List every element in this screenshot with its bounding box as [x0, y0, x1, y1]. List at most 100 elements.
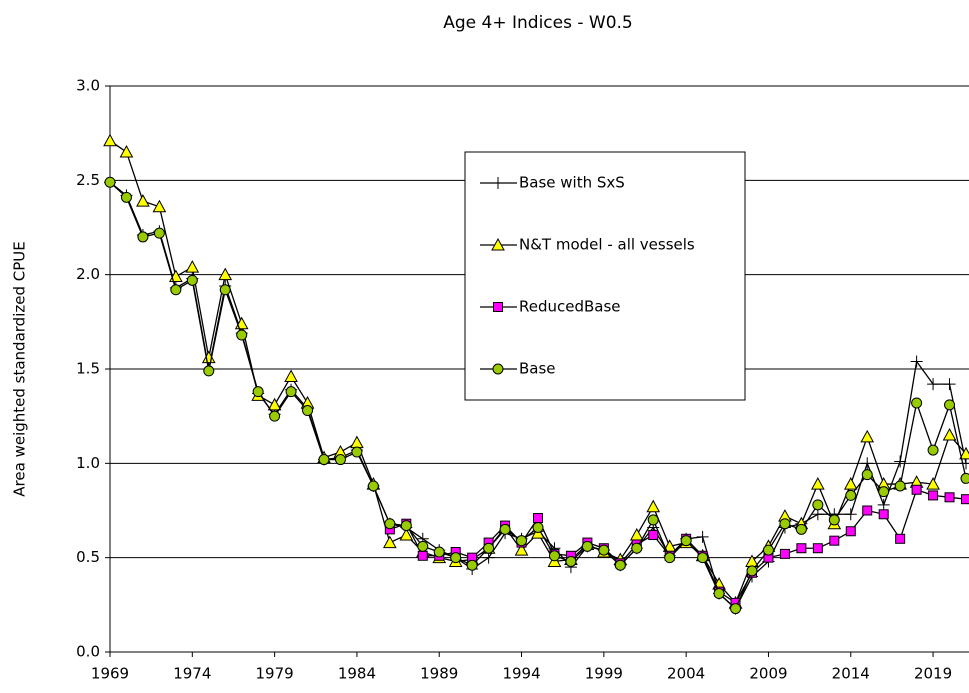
- marker: [104, 176, 116, 188]
- marker: [433, 546, 445, 558]
- y-axis-label: Area weighted standardized CPUE: [11, 241, 29, 496]
- y-tick-label: 1.5: [76, 360, 100, 378]
- y-tick-label: 1.0: [76, 454, 100, 472]
- marker: [959, 446, 969, 460]
- marker: [399, 527, 414, 541]
- marker: [516, 535, 528, 547]
- marker: [302, 405, 314, 417]
- marker: [696, 530, 709, 543]
- marker: [318, 454, 330, 466]
- marker: [746, 565, 758, 577]
- marker: [894, 480, 906, 492]
- marker: [351, 446, 363, 458]
- marker: [252, 386, 264, 398]
- marker: [878, 486, 890, 498]
- marker: [861, 469, 873, 481]
- marker: [631, 542, 643, 554]
- marker: [269, 410, 281, 422]
- marker: [845, 489, 857, 501]
- marker: [152, 199, 167, 213]
- marker: [137, 231, 149, 243]
- marker: [334, 454, 346, 466]
- marker: [910, 355, 923, 368]
- x-tick-label: 1974: [173, 665, 211, 683]
- marker: [860, 429, 875, 443]
- marker: [795, 523, 807, 535]
- marker: [664, 552, 676, 564]
- marker: [648, 530, 659, 541]
- marker: [532, 521, 544, 533]
- x-tick-label: 1989: [420, 665, 458, 683]
- marker: [218, 267, 233, 281]
- marker: [103, 133, 117, 147]
- marker: [911, 484, 922, 495]
- marker: [944, 399, 956, 411]
- marker: [811, 477, 825, 490]
- marker: [499, 523, 511, 535]
- legend-marker: [491, 237, 505, 251]
- marker: [944, 492, 955, 503]
- marker: [285, 386, 297, 398]
- marker: [730, 603, 742, 615]
- marker: [186, 274, 198, 286]
- marker: [796, 543, 807, 554]
- marker: [942, 427, 957, 441]
- marker: [466, 559, 478, 571]
- marker: [367, 480, 379, 492]
- marker: [927, 444, 939, 456]
- marker: [450, 552, 462, 564]
- marker: [828, 514, 840, 526]
- marker: [762, 544, 774, 556]
- legend: Base with SxS N&T model - all vessels Redu…: [464, 151, 746, 401]
- marker: [136, 194, 150, 207]
- marker: [400, 520, 412, 532]
- marker: [646, 499, 661, 513]
- marker: [927, 378, 940, 391]
- plot-area: [103, 133, 969, 615]
- y-tick-label: 2.5: [76, 171, 100, 189]
- marker: [119, 144, 134, 158]
- marker: [943, 378, 956, 391]
- marker: [219, 284, 231, 296]
- marker: [236, 329, 248, 341]
- legend-label: ReducedBase: [519, 298, 621, 316]
- marker: [911, 397, 923, 409]
- legend-label: Base: [519, 360, 556, 378]
- marker: [812, 499, 824, 511]
- marker: [779, 518, 791, 530]
- x-tick-label: 1969: [91, 665, 129, 683]
- marker: [533, 513, 543, 524]
- marker: [680, 535, 692, 547]
- marker: [614, 559, 626, 571]
- y-tick-label: 3.0: [76, 77, 100, 95]
- marker: [384, 518, 396, 530]
- marker: [779, 548, 790, 559]
- legend-box: [464, 151, 746, 401]
- x-tick-label: 1984: [338, 665, 376, 683]
- legend-label: Base with SxS: [519, 174, 625, 192]
- y-tick-label: 0.5: [76, 548, 100, 566]
- marker: [961, 494, 969, 505]
- marker: [861, 457, 874, 470]
- marker: [417, 540, 429, 552]
- marker: [548, 550, 560, 562]
- y-tick-label: 2.0: [76, 265, 100, 283]
- legend-label: N&T model - all vessels: [519, 236, 695, 254]
- marker: [267, 397, 282, 411]
- marker: [926, 477, 940, 490]
- legend-marker: [492, 363, 504, 375]
- marker: [170, 284, 182, 296]
- marker: [153, 227, 165, 239]
- marker: [697, 552, 709, 564]
- x-tick-label: 2004: [667, 665, 705, 683]
- marker: [598, 544, 610, 556]
- marker: [647, 514, 659, 526]
- marker: [894, 455, 907, 468]
- x-tick-label: 2019: [914, 665, 952, 683]
- marker: [284, 369, 298, 383]
- marker: [713, 588, 725, 600]
- marker: [845, 526, 856, 537]
- marker: [960, 472, 969, 484]
- x-tick-label: 2009: [749, 665, 787, 683]
